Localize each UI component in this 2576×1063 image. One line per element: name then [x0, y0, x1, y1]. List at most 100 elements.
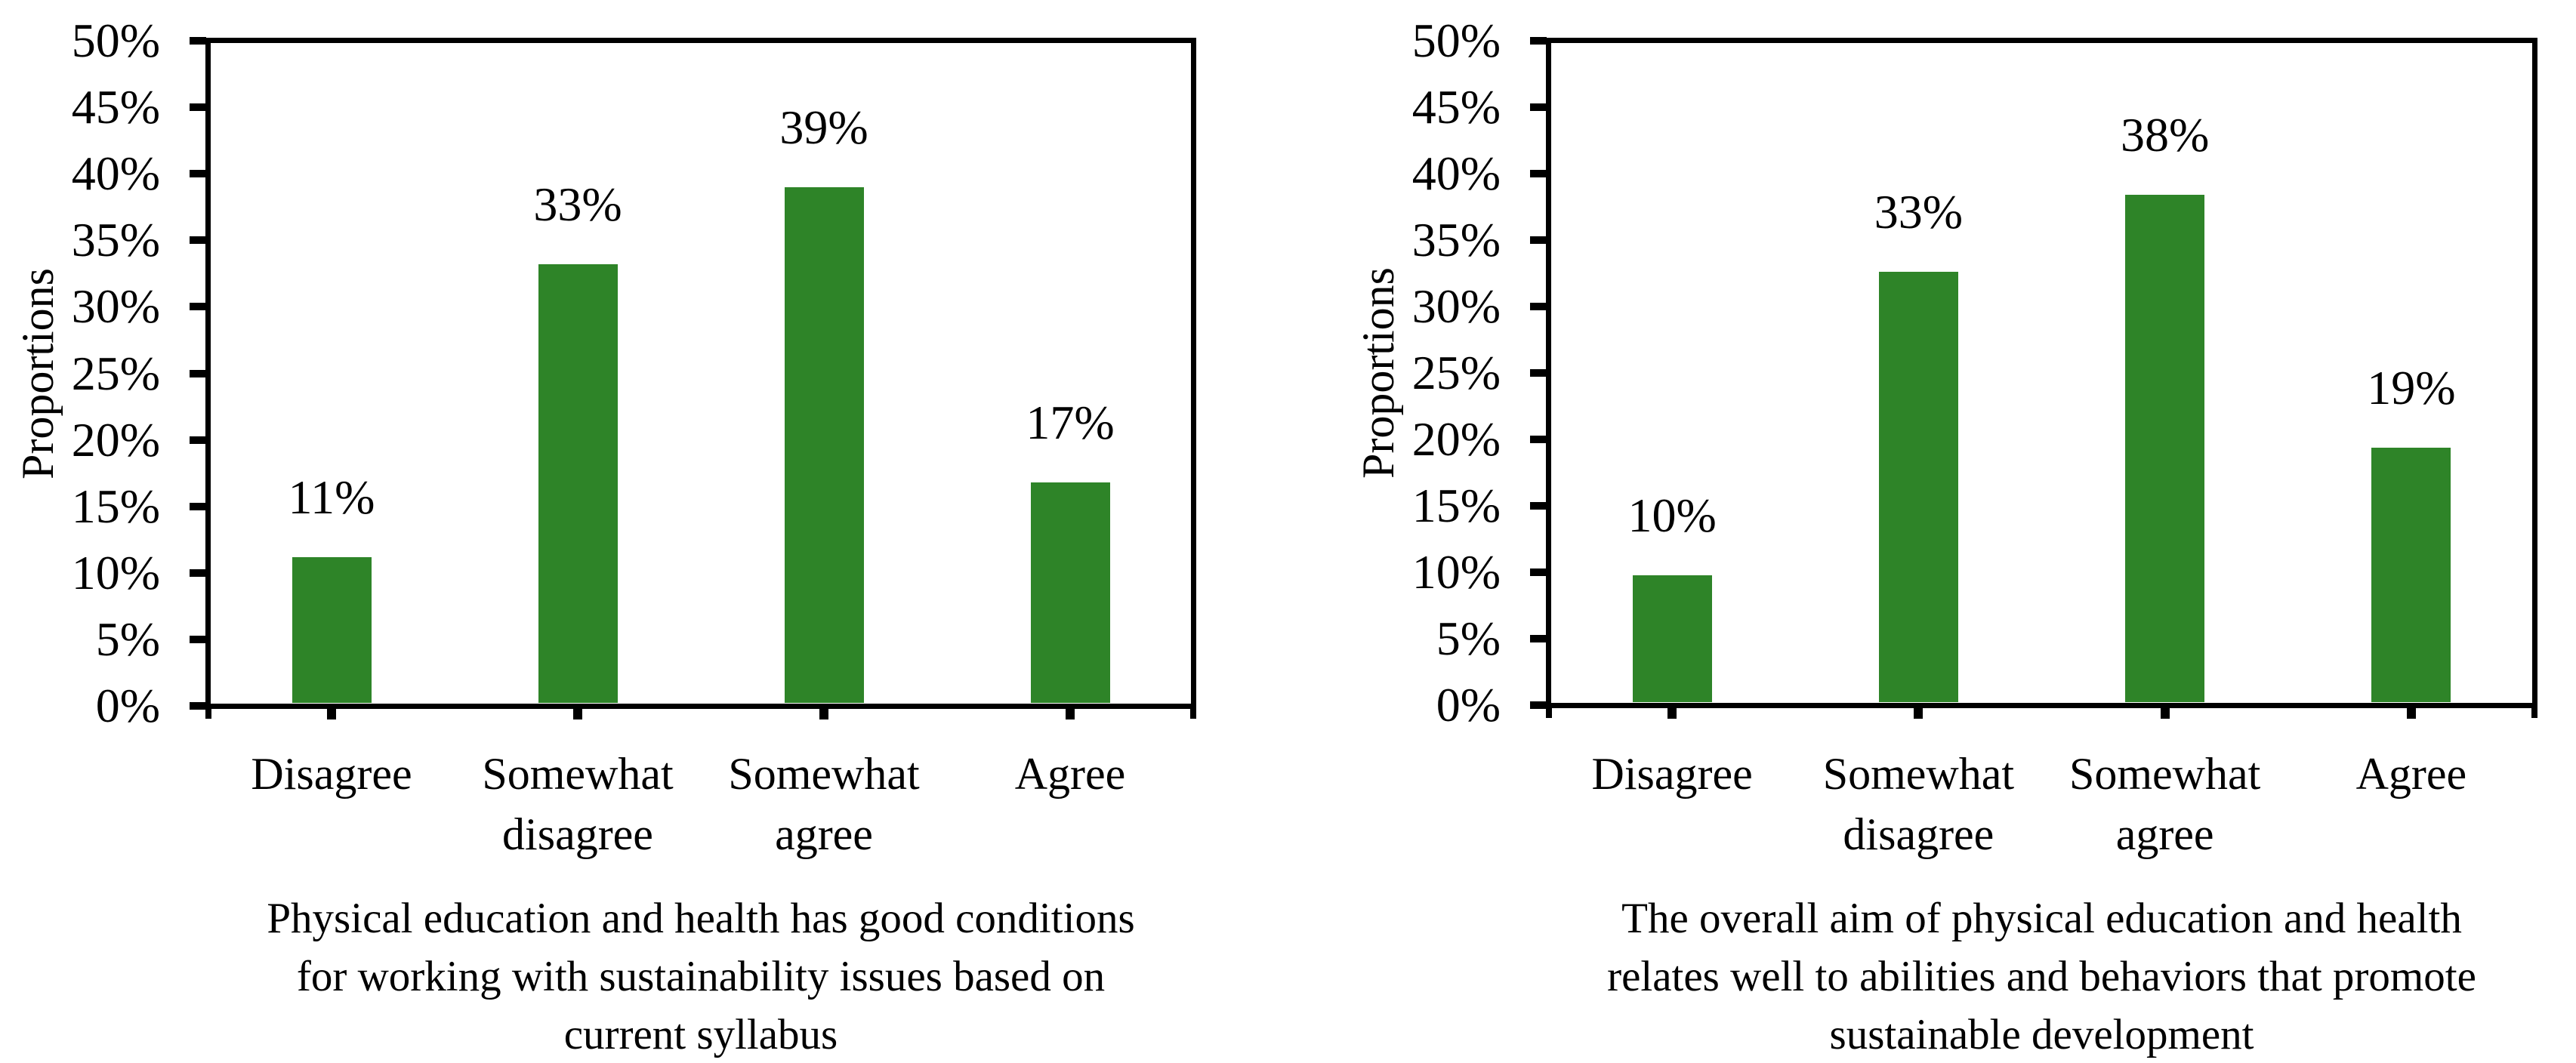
- y-axis-tick: [190, 37, 206, 45]
- y-axis-tick-label: 20%: [71, 412, 160, 467]
- bar: [2371, 447, 2451, 702]
- y-axis-tick: [1530, 236, 1547, 244]
- y-axis-tick: [190, 635, 206, 643]
- y-axis-tick: [1530, 170, 1547, 177]
- y-axis-tick-label: 10%: [71, 545, 160, 599]
- y-axis-tick: [1530, 103, 1547, 111]
- x-category-label-line: Somewhat: [1822, 749, 2015, 799]
- x-axis-tick: [2406, 707, 2416, 719]
- y-axis-tick: [190, 369, 206, 377]
- x-axis-edge-tick: [1190, 707, 1196, 719]
- y-axis-tick: [1530, 568, 1547, 576]
- y-axis-tick-label: 0%: [1436, 678, 1501, 732]
- y-axis-tick-label: 45%: [71, 80, 160, 134]
- x-category-label-line: Disagree: [251, 749, 412, 799]
- bar-value-label: 11%: [288, 470, 375, 524]
- y-axis-tick-label: 5%: [95, 612, 160, 666]
- y-axis-tick: [190, 502, 206, 510]
- x-category-label: Somewhat agree: [1991, 744, 2339, 864]
- bar-value-label: 38%: [2120, 108, 2210, 162]
- x-axis-tick: [327, 707, 336, 719]
- y-axis-tick: [1530, 635, 1547, 642]
- x-axis-tick: [1914, 707, 1924, 719]
- y-axis-tick: [190, 702, 206, 710]
- y-axis-tick: [1530, 303, 1547, 310]
- x-axis-edge-tick: [1546, 707, 1552, 718]
- x-axis-tick: [1066, 707, 1075, 719]
- y-axis-tick-label: 0%: [95, 679, 160, 732]
- y-axis-tick-label: 30%: [71, 279, 160, 334]
- y-axis-tick: [190, 170, 206, 178]
- bar-value-label: 17%: [1026, 395, 1115, 449]
- x-category-label: Agree: [896, 744, 1244, 804]
- chart-caption-line: sustainable development: [1829, 1011, 2254, 1058]
- x-category-label: Somewhat disagree: [1745, 744, 2092, 864]
- bar-value-label: 19%: [2367, 360, 2456, 414]
- bar-value-label: 33%: [533, 177, 622, 232]
- y-axis-title: Proportions: [1353, 267, 1403, 479]
- y-axis-tick-label: 30%: [1411, 279, 1501, 333]
- y-axis-tick: [190, 568, 206, 577]
- y-axis-tick: [1530, 37, 1547, 45]
- y-axis-tick: [190, 236, 206, 245]
- bar: [292, 556, 372, 703]
- x-category-label-line: agree: [2115, 809, 2214, 859]
- x-category-label-line: Somewhat: [728, 749, 920, 799]
- chart-caption: The overall aim of physical education an…: [1468, 889, 2576, 1063]
- y-axis-tick: [1530, 701, 1547, 709]
- x-category-label: Somewhat agree: [650, 744, 998, 864]
- x-axis-tick: [2160, 707, 2170, 719]
- x-axis-tick: [819, 707, 828, 719]
- x-category-label: Agree: [2238, 744, 2576, 804]
- y-axis-tick: [190, 303, 206, 311]
- x-axis-tick: [1667, 707, 1677, 719]
- y-axis-tick-label: 15%: [1411, 479, 1501, 532]
- x-category-label-line: Somewhat: [482, 749, 674, 799]
- chart-caption-line: current syllabus: [563, 1011, 838, 1058]
- chart-caption-line: relates well to abilities and behaviors …: [1607, 953, 2476, 1000]
- x-category-label-line: agree: [775, 809, 873, 859]
- x-axis-tick: [573, 707, 582, 719]
- bar: [1632, 575, 1712, 702]
- bar: [1878, 272, 1958, 702]
- plot-area: [205, 38, 1196, 709]
- x-category-label: Somewhat disagree: [404, 744, 751, 864]
- x-axis-edge-tick: [205, 707, 211, 719]
- bar: [538, 264, 618, 703]
- y-axis-tick: [190, 436, 206, 444]
- y-axis-tick-label: 25%: [1411, 346, 1501, 399]
- y-axis-tick: [1530, 369, 1547, 377]
- x-category-label-line: Somewhat: [2069, 749, 2261, 799]
- y-axis-tick: [190, 103, 206, 112]
- x-category-label: Disagree: [1498, 744, 1846, 804]
- x-category-label: Disagree: [158, 744, 505, 804]
- chart-caption-line: The overall aim of physical education an…: [1621, 895, 2462, 942]
- plot-area: [1546, 38, 2537, 708]
- y-axis-tick-label: 35%: [71, 213, 160, 267]
- y-axis-tick-label: 50%: [71, 14, 160, 67]
- x-category-label-line: Agree: [2355, 749, 2467, 799]
- x-category-label-line: Agree: [1014, 749, 1126, 799]
- bar-value-label: 33%: [1874, 185, 1964, 239]
- bar: [1030, 482, 1110, 703]
- x-category-label-line: disagree: [502, 809, 653, 859]
- bar-value-label: 39%: [779, 100, 868, 154]
- y-axis-tick-label: 40%: [1411, 146, 1501, 200]
- chart-caption: Physical education and health has good c…: [127, 889, 1275, 1063]
- y-axis-tick-label: 50%: [1411, 14, 1501, 67]
- bar: [784, 186, 864, 703]
- y-axis-tick-label: 20%: [1411, 412, 1501, 466]
- y-axis-tick-label: 45%: [1411, 80, 1501, 134]
- x-category-label-line: Disagree: [1591, 749, 1753, 799]
- y-axis-tick-label: 25%: [71, 346, 160, 400]
- bar-value-label: 10%: [1627, 488, 1717, 542]
- y-axis-tick: [1530, 502, 1547, 510]
- y-axis-tick-label: 10%: [1411, 545, 1501, 599]
- chart-caption-line: Physical education and health has good c…: [267, 895, 1135, 942]
- bar: [2125, 195, 2205, 702]
- chart-caption-line: for working with sustainability issues b…: [296, 953, 1106, 1000]
- y-axis-tick: [1530, 436, 1547, 443]
